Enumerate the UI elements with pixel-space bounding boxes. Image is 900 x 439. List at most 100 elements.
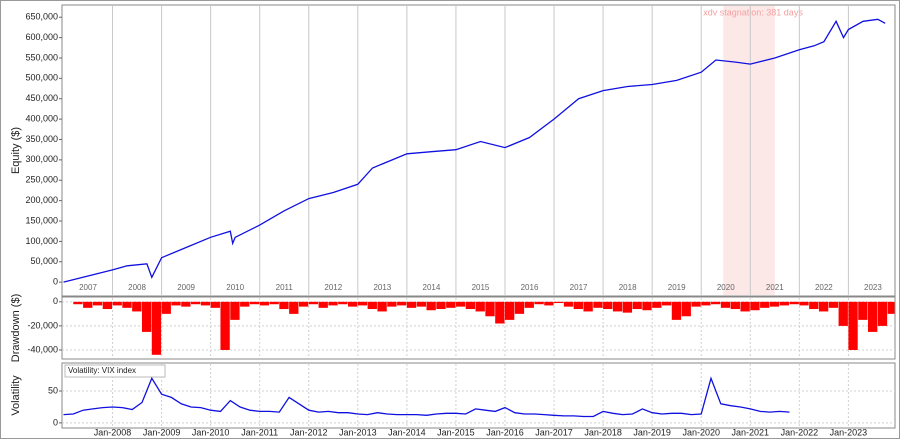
drawdown-bar bbox=[161, 301, 171, 314]
drawdown-bar bbox=[102, 301, 113, 310]
x-tick-label: 2022 bbox=[815, 283, 833, 292]
drawdown-bar bbox=[279, 301, 289, 310]
drawdown-bar bbox=[259, 301, 270, 306]
data-line bbox=[63, 376, 790, 418]
drawdown-bar bbox=[112, 301, 122, 306]
y-tick-label: 300,000 bbox=[25, 154, 58, 164]
drawdown-bar bbox=[416, 301, 426, 307]
x-tick-label: Jan-2010 bbox=[192, 427, 230, 437]
y-tick-label: 400,000 bbox=[25, 113, 58, 123]
x-tick-label: 2018 bbox=[619, 283, 637, 292]
drawdown-bar bbox=[495, 301, 505, 324]
x-tick-label: Jan-2020 bbox=[682, 427, 720, 437]
x-tick-label: 2023 bbox=[864, 283, 882, 292]
drawdown-bar bbox=[269, 301, 279, 305]
y-tick-label: 0 bbox=[53, 417, 58, 427]
data-line bbox=[63, 18, 886, 283]
drawdown-bar bbox=[406, 301, 417, 308]
y-tick-label: 650,000 bbox=[25, 12, 58, 22]
y-tick-label: -40,000 bbox=[27, 344, 58, 354]
y-tick-label: 0 bbox=[53, 296, 58, 306]
drawdown-bar bbox=[593, 301, 603, 308]
drawdown-bar bbox=[200, 301, 211, 306]
x-tick-label: Jan-2013 bbox=[339, 427, 377, 437]
drawdown-bar bbox=[83, 301, 93, 308]
y-tick-label: -20,000 bbox=[27, 320, 58, 330]
x-tick-label: 2011 bbox=[276, 283, 294, 292]
drawdown-bar bbox=[328, 301, 338, 306]
drawdown-bar bbox=[210, 301, 220, 308]
drawdown-bar bbox=[308, 301, 319, 305]
x-tick-label: Jan-2014 bbox=[388, 427, 426, 437]
drawdown-bar bbox=[661, 301, 672, 306]
drawdown-bar bbox=[858, 301, 868, 320]
y-tick-label: 250,000 bbox=[25, 175, 58, 185]
drawdown-bar bbox=[554, 301, 564, 304]
drawdown-bar bbox=[92, 301, 103, 306]
x-tick-label: Jan-2018 bbox=[584, 427, 622, 437]
drawdown-bar bbox=[348, 301, 358, 307]
x-tick-label: 2009 bbox=[177, 283, 195, 292]
drawdown-bar bbox=[289, 301, 299, 314]
drawdown-bar bbox=[397, 301, 407, 306]
drawdown-bar bbox=[612, 301, 623, 312]
x-tick-label: 2021 bbox=[766, 283, 784, 292]
x-tick-label: 2014 bbox=[423, 283, 441, 292]
x-tick-label: Jan-2008 bbox=[94, 427, 132, 437]
drawdown-bar bbox=[828, 301, 839, 308]
drawdown-bar bbox=[151, 301, 162, 355]
y-tick-label: 150,000 bbox=[25, 215, 58, 225]
stagnation-region bbox=[723, 6, 775, 295]
drawdown-bar bbox=[848, 301, 858, 350]
drawdown-bar bbox=[760, 301, 770, 308]
y-tick-label: 50,000 bbox=[30, 256, 58, 266]
x-tick-label: 2015 bbox=[472, 283, 490, 292]
x-tick-label: 2019 bbox=[668, 283, 686, 292]
x-tick-label: Jan-2011 bbox=[241, 427, 278, 437]
legend-box bbox=[64, 364, 166, 378]
drawdown-bar bbox=[338, 301, 348, 305]
x-tick-label: 2010 bbox=[226, 283, 244, 292]
x-tick-label: 2008 bbox=[128, 283, 146, 292]
x-tick-label: 2012 bbox=[324, 283, 342, 292]
drawdown-bar bbox=[799, 301, 809, 306]
drawdown-bar bbox=[181, 301, 191, 307]
drawdown-bar bbox=[809, 301, 819, 310]
drawdown-bar bbox=[436, 301, 446, 310]
x-tick-label: Jan-2022 bbox=[781, 427, 819, 437]
drawdown-bar bbox=[249, 301, 260, 305]
drawdown-bar bbox=[475, 301, 485, 312]
drawdown-bar bbox=[230, 301, 240, 320]
x-tick-label: Jan-2009 bbox=[143, 427, 181, 437]
y-tick-label: 50 bbox=[48, 385, 58, 395]
drawdown-bar bbox=[544, 301, 554, 306]
drawdown-bar bbox=[887, 301, 895, 314]
drawdown-bar bbox=[132, 301, 142, 312]
drawdown-bar bbox=[769, 301, 780, 307]
drawdown-bar bbox=[563, 301, 574, 307]
x-tick-label: Jan-2017 bbox=[535, 427, 573, 437]
y-tick-label: 350,000 bbox=[25, 134, 58, 144]
drawdown-bar bbox=[818, 301, 829, 312]
drawdown-bar bbox=[191, 301, 201, 305]
y-tick-label: 0 bbox=[53, 277, 58, 287]
drawdown-bar bbox=[603, 301, 613, 310]
drawdown-bar bbox=[583, 301, 593, 312]
drawdown-bar bbox=[357, 301, 368, 306]
drawdown-bar bbox=[632, 301, 642, 310]
drawdown-bar bbox=[671, 301, 682, 320]
drawdown-bar bbox=[730, 301, 740, 310]
drawdown-bar bbox=[779, 301, 790, 306]
drawdown-bar bbox=[740, 301, 750, 312]
drawdown-bar bbox=[122, 301, 132, 308]
x-tick-label: Jan-2012 bbox=[290, 427, 328, 437]
x-tick-label: 2013 bbox=[373, 283, 391, 292]
drawdown-bar bbox=[240, 301, 250, 307]
y-axis-label: Volatility bbox=[10, 375, 22, 416]
y-axis-label: Equity ($) bbox=[10, 127, 22, 174]
annotation-text: xdv stagnation: 381 days bbox=[703, 7, 803, 17]
drawdown-bar bbox=[514, 301, 525, 314]
y-axis-label: Drawdown ($) bbox=[10, 294, 22, 362]
drawdown-bar bbox=[622, 301, 633, 313]
drawdown-bar bbox=[524, 301, 534, 308]
